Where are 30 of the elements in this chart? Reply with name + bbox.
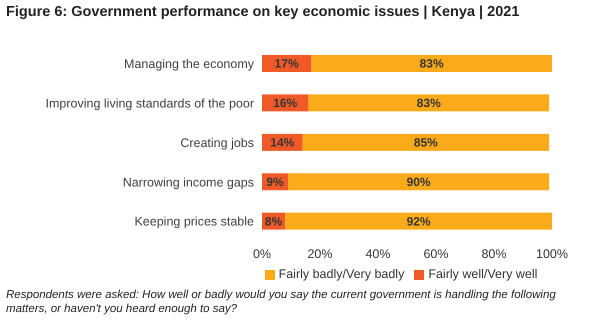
data-label: 83% <box>420 56 444 71</box>
data-label: 8% <box>264 214 283 228</box>
data-label: 83% <box>416 96 442 110</box>
x-tick-label: 80% <box>481 246 507 261</box>
y-tick-label: Keeping prices stable <box>134 214 254 229</box>
y-tick-label: Narrowing income gaps <box>122 175 254 190</box>
bar <box>288 173 550 190</box>
data-label: 9% <box>266 174 284 189</box>
bar <box>302 134 550 151</box>
data-label: 17% <box>274 56 299 71</box>
y-tick-label: Creating jobs <box>180 136 254 150</box>
x-tick-label: 60% <box>423 246 449 261</box>
data-label: 92% <box>406 214 431 228</box>
data-label: 14% <box>270 136 295 150</box>
y-tick-label: Improving living standards of the poor <box>46 96 254 111</box>
data-label: 16% <box>273 96 298 110</box>
text: Respondents were asked: How well or badly would you say the current government is handling the following matters, or haven't you heard enough to say? <box>6 288 557 316</box>
y-tick-label: Managing the economy <box>124 57 255 72</box>
bar <box>285 212 552 230</box>
bar <box>308 94 550 112</box>
bar <box>311 55 552 72</box>
x-tick-label: 20% <box>307 246 333 261</box>
x-tick-label: 100% <box>536 246 568 261</box>
chart-title: Figure 6: Government performance on key economic issues | Kenya | 2021 <box>6 4 520 20</box>
x-tick-label: 0% <box>252 246 272 261</box>
data-label: 90% <box>406 174 431 189</box>
data-label: 85% <box>414 136 438 150</box>
x-tick-label: 40% <box>365 246 391 261</box>
legend-label: Fairly well/Very well <box>428 267 538 281</box>
legend-label: Fairly badly/Very badly <box>278 267 404 281</box>
